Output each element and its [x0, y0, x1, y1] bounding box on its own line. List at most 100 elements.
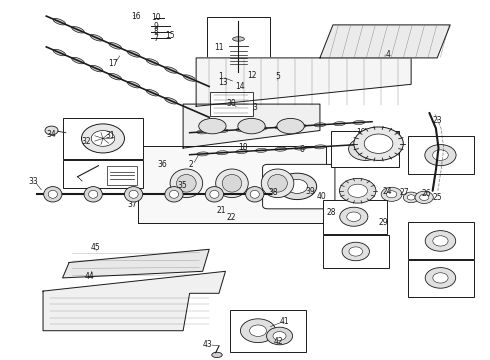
Text: 34: 34 [47, 130, 56, 139]
Ellipse shape [89, 190, 98, 198]
Ellipse shape [217, 151, 228, 155]
Ellipse shape [236, 127, 247, 131]
Polygon shape [183, 104, 320, 148]
Text: 11: 11 [214, 43, 224, 52]
Text: 28: 28 [327, 208, 337, 217]
Text: 2: 2 [189, 160, 193, 169]
Ellipse shape [261, 169, 294, 198]
Circle shape [349, 247, 363, 256]
Ellipse shape [222, 175, 242, 192]
Ellipse shape [109, 73, 122, 80]
Circle shape [433, 236, 448, 246]
Text: 17: 17 [108, 59, 118, 68]
Ellipse shape [210, 190, 219, 198]
Text: 33: 33 [28, 177, 38, 186]
Text: 5: 5 [276, 72, 281, 81]
Ellipse shape [183, 105, 196, 112]
Ellipse shape [250, 190, 259, 198]
FancyBboxPatch shape [230, 310, 306, 352]
Ellipse shape [205, 186, 223, 202]
Ellipse shape [216, 169, 248, 198]
Text: 9: 9 [153, 22, 158, 31]
Text: 4: 4 [385, 50, 390, 59]
Circle shape [425, 145, 456, 166]
Text: 36: 36 [157, 160, 167, 169]
Text: 3: 3 [252, 103, 257, 112]
FancyBboxPatch shape [408, 260, 474, 297]
Ellipse shape [314, 145, 326, 149]
Circle shape [425, 267, 456, 288]
Circle shape [348, 184, 368, 197]
Circle shape [273, 332, 286, 341]
Text: 26: 26 [422, 189, 432, 198]
Circle shape [381, 187, 402, 201]
Text: 45: 45 [91, 243, 100, 252]
Ellipse shape [48, 190, 57, 198]
Ellipse shape [236, 149, 247, 154]
Circle shape [433, 150, 448, 161]
Text: 40: 40 [317, 193, 327, 202]
Ellipse shape [245, 186, 264, 202]
Text: 32: 32 [81, 138, 91, 147]
Text: 22: 22 [226, 213, 236, 222]
Ellipse shape [212, 352, 222, 357]
Ellipse shape [129, 190, 138, 198]
FancyBboxPatch shape [207, 17, 270, 77]
Ellipse shape [197, 130, 209, 134]
Ellipse shape [294, 124, 306, 128]
FancyBboxPatch shape [323, 199, 387, 234]
Circle shape [91, 130, 115, 146]
Text: 19: 19 [356, 128, 366, 137]
Text: 15: 15 [165, 31, 175, 40]
Circle shape [354, 127, 403, 161]
Ellipse shape [238, 118, 265, 134]
Text: 21: 21 [216, 206, 226, 215]
FancyBboxPatch shape [323, 235, 389, 268]
Ellipse shape [353, 121, 365, 125]
Circle shape [348, 138, 383, 161]
Text: 25: 25 [432, 193, 442, 202]
Circle shape [403, 192, 419, 203]
Ellipse shape [146, 90, 159, 96]
Ellipse shape [334, 144, 345, 148]
Text: 23: 23 [432, 116, 442, 125]
FancyBboxPatch shape [211, 92, 253, 116]
Ellipse shape [72, 27, 84, 33]
Polygon shape [43, 271, 225, 331]
Ellipse shape [170, 169, 203, 198]
Polygon shape [138, 146, 326, 223]
Ellipse shape [199, 118, 226, 134]
Ellipse shape [197, 152, 209, 156]
Circle shape [340, 179, 376, 203]
Circle shape [364, 134, 393, 153]
Ellipse shape [268, 175, 287, 192]
Ellipse shape [124, 186, 143, 202]
Circle shape [340, 207, 368, 226]
FancyBboxPatch shape [408, 136, 474, 174]
Ellipse shape [90, 66, 103, 72]
Text: 39: 39 [305, 187, 315, 196]
Ellipse shape [255, 148, 267, 152]
Text: 44: 44 [84, 272, 94, 281]
Polygon shape [196, 58, 411, 106]
Text: 31: 31 [105, 131, 115, 140]
Text: 42: 42 [273, 337, 283, 346]
Circle shape [45, 126, 58, 135]
Text: 8: 8 [153, 27, 158, 36]
Text: 13: 13 [219, 78, 228, 87]
Text: 30: 30 [226, 99, 236, 108]
Text: 18: 18 [238, 143, 248, 152]
FancyBboxPatch shape [63, 160, 144, 188]
Circle shape [407, 195, 415, 200]
Text: 35: 35 [177, 181, 187, 190]
Text: 27: 27 [400, 189, 410, 198]
Ellipse shape [53, 49, 66, 56]
Text: 41: 41 [280, 316, 290, 325]
Ellipse shape [109, 42, 122, 49]
Circle shape [81, 124, 124, 153]
FancyBboxPatch shape [107, 166, 137, 185]
Ellipse shape [44, 186, 62, 202]
Ellipse shape [176, 175, 196, 192]
Text: 20: 20 [377, 127, 387, 136]
Text: 38: 38 [268, 189, 278, 198]
